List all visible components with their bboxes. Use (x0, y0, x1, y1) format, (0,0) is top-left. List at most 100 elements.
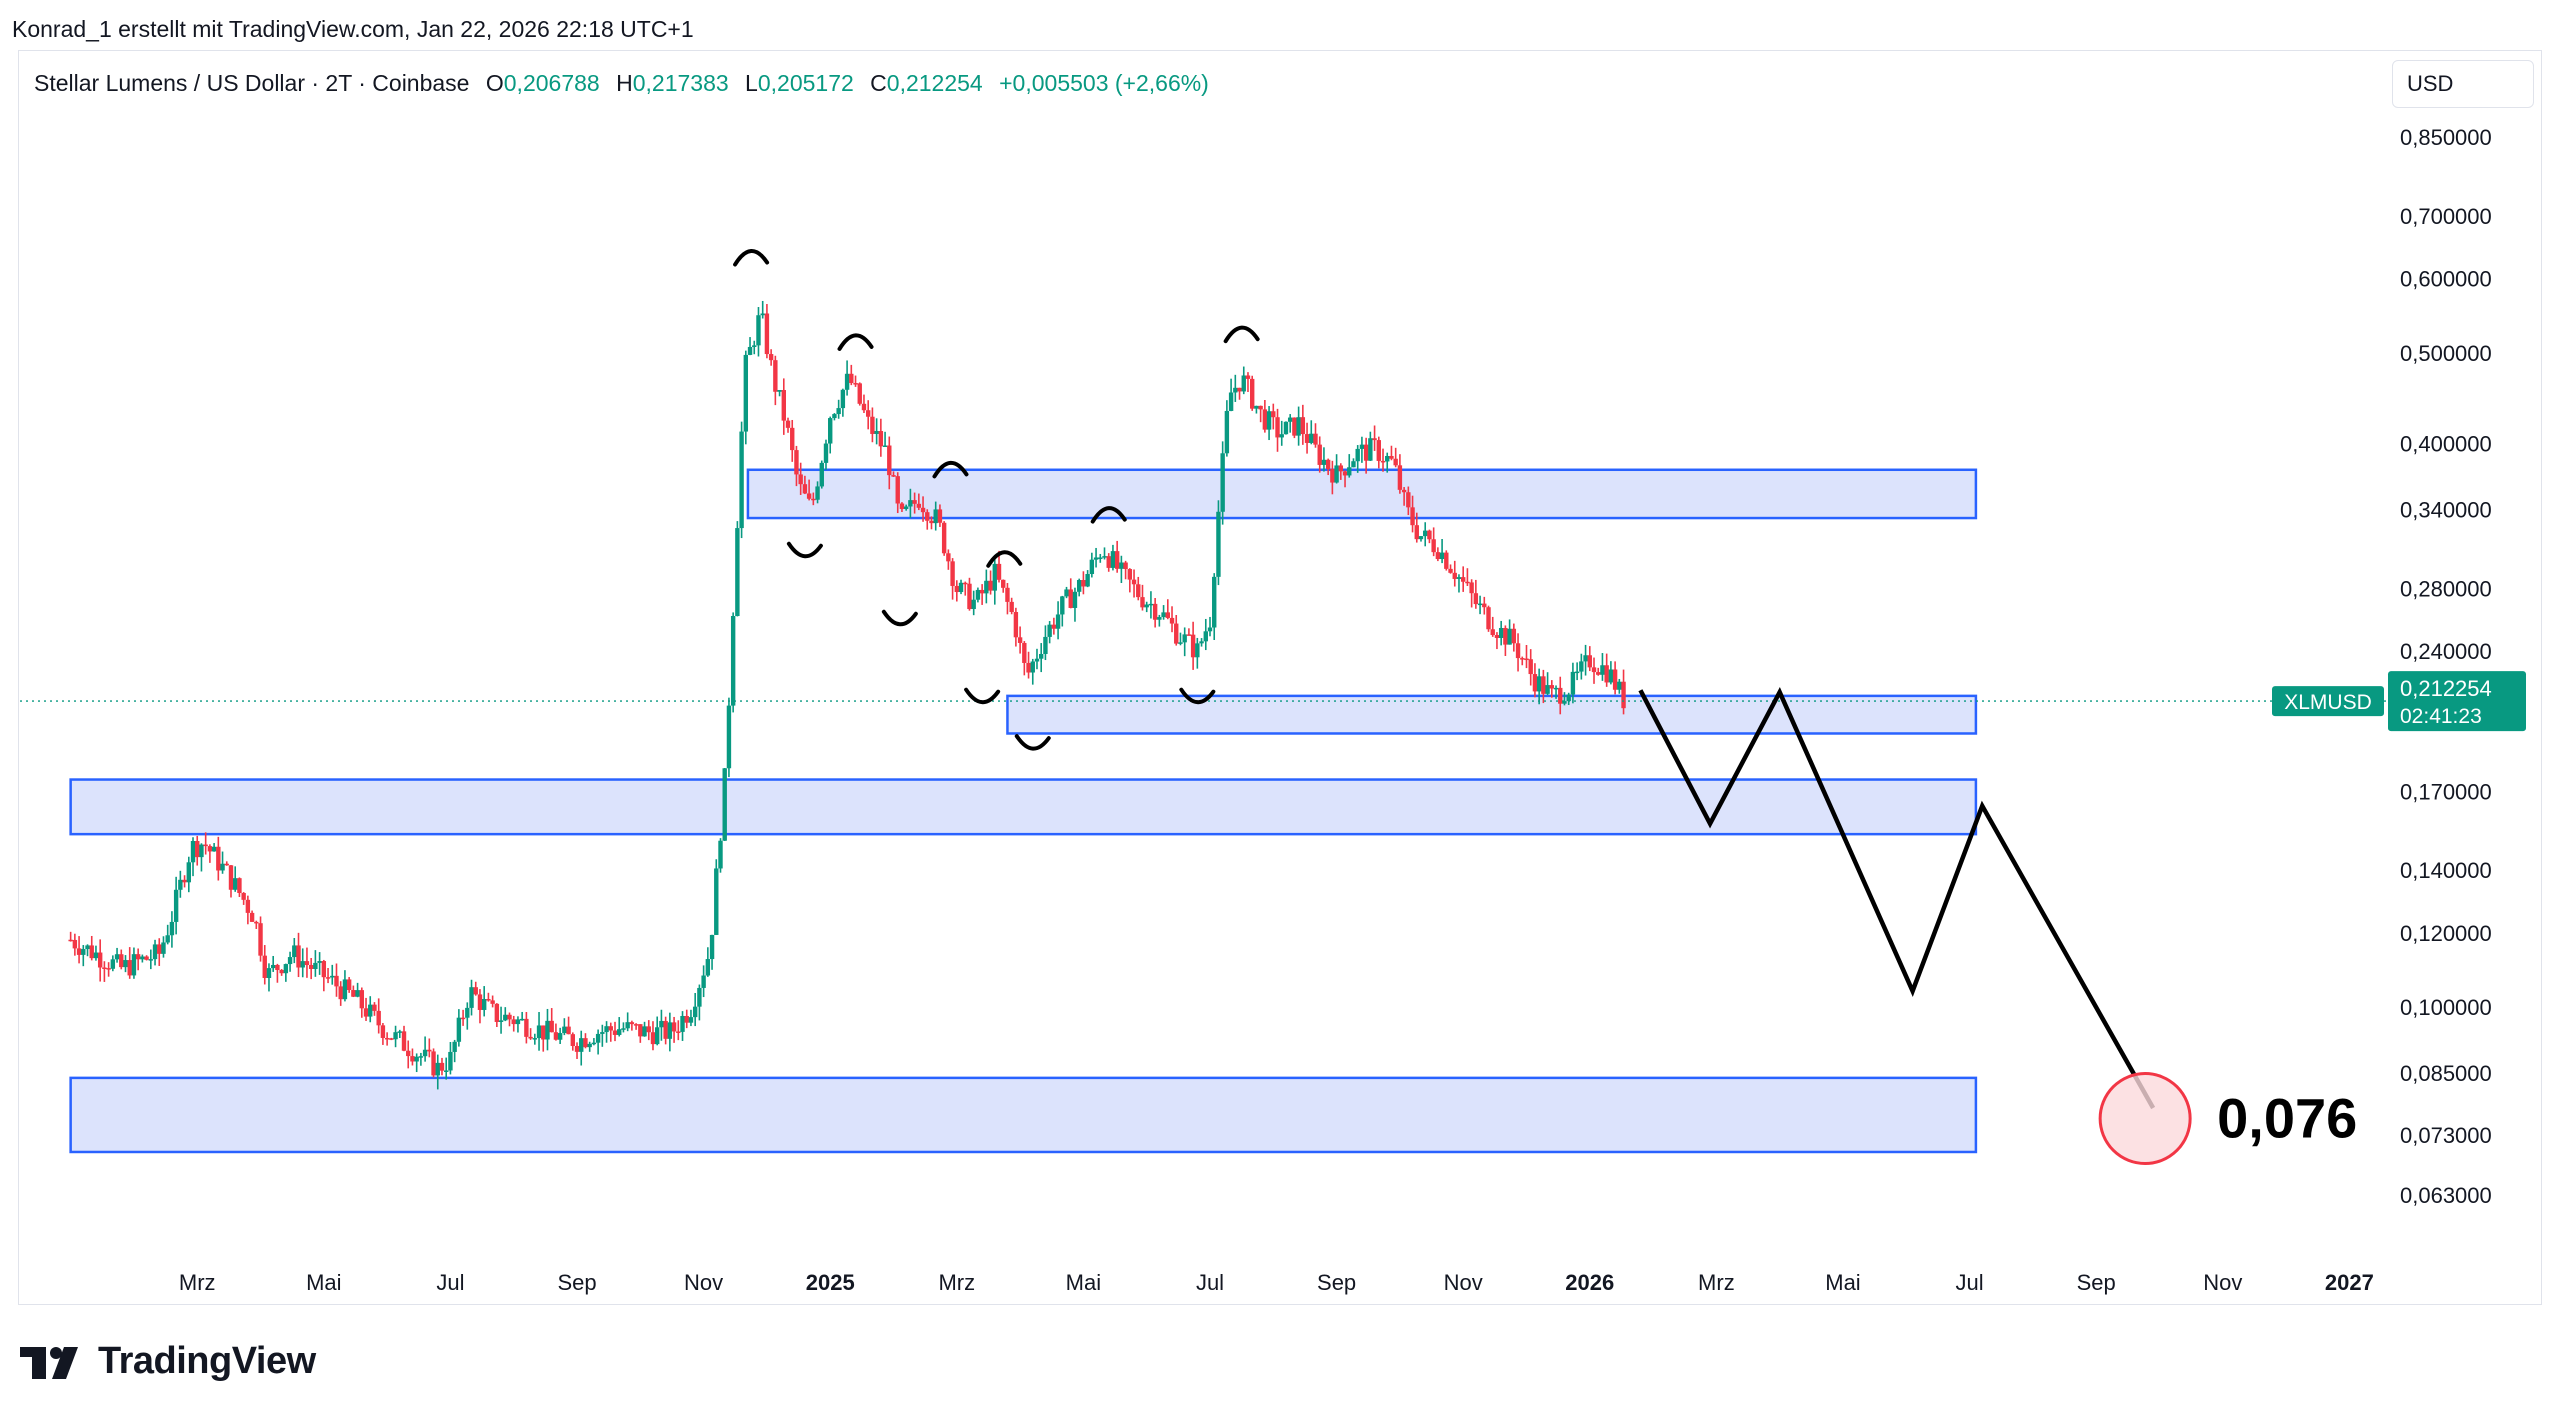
candle-body (1047, 624, 1052, 637)
candle-body (735, 528, 740, 617)
candle-body (81, 949, 86, 955)
candle-body (878, 431, 884, 447)
candle-body (1178, 642, 1183, 644)
x-tick-label: Mai (1825, 1270, 1860, 1295)
candle-body (988, 580, 993, 591)
candle-body (422, 1049, 428, 1057)
x-tick-label: Nov (2203, 1270, 2242, 1295)
candle-body (1287, 417, 1293, 422)
candle-body (895, 476, 900, 504)
candle-body (435, 1062, 440, 1076)
candle-body (701, 975, 706, 988)
x-tick-label: Sep (1317, 1270, 1356, 1295)
candle-body (1482, 603, 1487, 608)
y-tick-label: 0,850000 (2400, 125, 2492, 150)
candle-body (456, 1017, 462, 1042)
candle-body (334, 975, 339, 987)
candle-body (127, 960, 132, 976)
candle-body (380, 1025, 386, 1038)
tradingview-logo[interactable]: TradingView (20, 1340, 316, 1383)
candle-body (342, 979, 348, 1000)
y-tick-label: 0,073000 (2400, 1123, 2492, 1148)
pattern-mark (837, 333, 874, 351)
candle-body (68, 939, 73, 942)
candle-body (1271, 411, 1276, 418)
candle-body (1359, 444, 1365, 449)
candle-body (684, 1015, 689, 1023)
candle-body (1460, 577, 1466, 582)
candle-body (781, 390, 786, 421)
candle-body (1524, 658, 1529, 661)
candle-body (224, 863, 229, 866)
candle-body (1212, 576, 1217, 628)
candle-body (460, 1017, 466, 1020)
x-tick-label: Jul (1956, 1270, 1984, 1295)
candle-body (275, 964, 280, 971)
candle-body (106, 968, 111, 970)
candle-body (1039, 653, 1044, 659)
x-tick-label: Jul (1196, 1270, 1224, 1295)
candle-body (410, 1056, 415, 1062)
candle-body (152, 944, 158, 960)
candle-body (730, 616, 736, 706)
candle-body (308, 965, 314, 969)
candle-body (469, 987, 474, 1008)
candle-body (199, 844, 204, 858)
candle-body (452, 1041, 457, 1052)
candle-body (1494, 635, 1500, 638)
tradingview-logo-icon (20, 1346, 78, 1379)
candle-body (1313, 433, 1318, 445)
projection-path (1638, 686, 2156, 1110)
candle-body (756, 315, 761, 346)
candle-body (1296, 417, 1301, 436)
candle-body (785, 420, 791, 428)
candle-body (359, 990, 365, 1009)
candle-body (1477, 603, 1483, 606)
candle-body (503, 1014, 508, 1021)
candle-body (368, 1004, 373, 1017)
x-tick-label: 2026 (1565, 1270, 1614, 1295)
candle-body (1182, 634, 1187, 643)
candle-body (1448, 568, 1453, 573)
candle-body (1612, 669, 1618, 690)
candle-body (996, 563, 1002, 580)
close-label: C (870, 70, 887, 96)
pattern-mark (964, 687, 1001, 705)
candle-body (1347, 467, 1352, 476)
candle-body (119, 954, 124, 968)
x-tick-label: Jul (436, 1270, 464, 1295)
candle-body (1195, 643, 1200, 658)
symbol-name[interactable]: Stellar Lumens / US Dollar · 2T · Coinba… (34, 70, 470, 96)
candle-body (473, 987, 478, 995)
candle-body (844, 373, 850, 390)
candle-body (1330, 469, 1335, 483)
candle-body (1009, 601, 1014, 613)
candle-body (1241, 375, 1246, 392)
candle-body (861, 403, 867, 411)
candle-body (553, 1032, 559, 1040)
candle-body (123, 960, 128, 968)
candle-body (595, 1033, 601, 1043)
candle-body (1266, 411, 1272, 430)
candle-body (1026, 662, 1031, 673)
x-tick-label: 2025 (806, 1270, 855, 1295)
candle-body (1338, 465, 1344, 472)
candle-body (216, 846, 221, 871)
candle-body (1385, 455, 1390, 462)
candle-body (1216, 511, 1221, 577)
currency-button[interactable]: USD (2392, 60, 2534, 108)
candle-body (849, 373, 854, 384)
candle-body (659, 1020, 664, 1028)
candle-body (1608, 669, 1614, 683)
candle-body (984, 580, 989, 594)
candle-body (739, 431, 744, 529)
candle-body (1621, 681, 1626, 709)
candle-body (802, 484, 808, 494)
candle-body (1005, 587, 1010, 602)
candle-body (1060, 596, 1065, 615)
candle-body (1279, 434, 1284, 438)
candle-body (752, 345, 757, 347)
candle-body (646, 1026, 651, 1033)
candle-body (870, 416, 875, 434)
